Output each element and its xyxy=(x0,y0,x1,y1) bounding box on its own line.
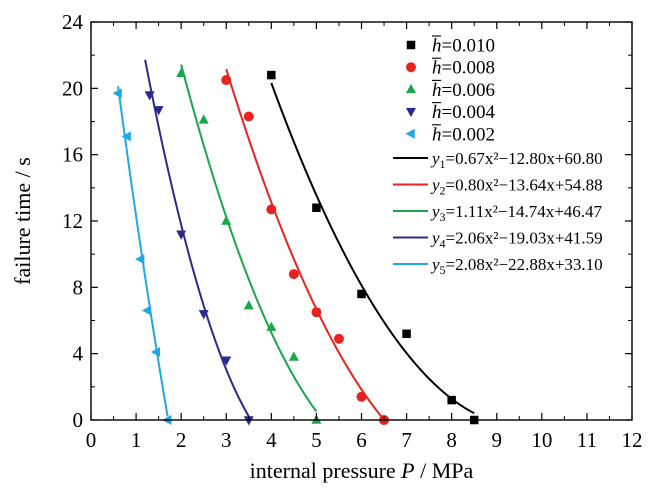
legend-label-4: h=0.004 xyxy=(432,102,495,123)
data-point-s3-2 xyxy=(198,114,209,124)
data-point-s2-3 xyxy=(266,204,277,215)
fit-curve-1 xyxy=(270,82,475,415)
data-point-s1-5 xyxy=(447,395,456,405)
data-point-s1-2 xyxy=(312,203,321,212)
data-point-s5-3 xyxy=(135,254,145,265)
data-point-s5-4 xyxy=(141,305,152,316)
legend-fit-label-3: y3=1.11x²−14.74x+46.47 xyxy=(430,202,603,224)
legend-fit-label-1: y1=0.67x²−12.80x+60.80 xyxy=(430,149,603,171)
x-tick-label-9: 9 xyxy=(492,428,503,452)
y-tick-label-20: 20 xyxy=(62,76,83,100)
y-tick-label-8: 8 xyxy=(73,275,84,299)
fit-curve-3 xyxy=(180,64,318,412)
data-point-s2-1 xyxy=(221,75,232,86)
y-tick-label-4: 4 xyxy=(73,342,84,366)
x-tick-label-4: 4 xyxy=(266,428,277,452)
x-tick-label-2: 2 xyxy=(176,428,187,452)
y-axis-label: failure time / s xyxy=(10,157,35,285)
legend-label-5: h=0.002 xyxy=(432,124,495,145)
data-point-s3-6 xyxy=(288,351,299,361)
data-point-s5-5 xyxy=(150,347,161,358)
data-point-s2-2 xyxy=(243,111,254,122)
x-tick-label-6: 6 xyxy=(356,428,367,452)
y-tick-label-0: 0 xyxy=(73,408,84,432)
data-point-s5-2 xyxy=(121,131,131,142)
data-point-s4-4 xyxy=(198,310,209,320)
data-point-s2-6 xyxy=(333,333,344,344)
x-tick-label-11: 11 xyxy=(577,428,597,452)
y-tick-label-16: 16 xyxy=(62,143,83,167)
x-tick-label-0: 0 xyxy=(86,428,97,452)
legend-marker-1 xyxy=(406,40,416,50)
legend-label-1: h=0.010 xyxy=(432,36,495,57)
plot-frame xyxy=(90,21,633,421)
x-tick-label-10: 10 xyxy=(531,428,552,452)
y-tick-label-12: 12 xyxy=(62,209,83,233)
data-point-s2-7 xyxy=(356,391,367,402)
data-point-s4-6 xyxy=(243,416,254,426)
data-point-s4-2 xyxy=(153,106,164,116)
data-point-s3-1 xyxy=(176,67,187,78)
plot-area xyxy=(112,59,479,426)
fit-curve-4 xyxy=(144,59,250,417)
legend-fit-label-2: y2=0.80x²−13.64x+54.88 xyxy=(430,176,603,198)
legend-fit-label-4: y4=2.06x²−19.03x+41.59 xyxy=(430,229,603,251)
legend-label-2: h=0.008 xyxy=(432,58,495,79)
data-point-s3-3 xyxy=(221,215,232,225)
x-tick-label-8: 8 xyxy=(446,428,457,452)
x-tick-label-5: 5 xyxy=(311,428,322,452)
data-point-s5-1 xyxy=(112,88,122,99)
data-point-s2-4 xyxy=(288,269,299,280)
x-tick-label-3: 3 xyxy=(221,428,232,452)
data-point-s1-4 xyxy=(402,329,411,339)
legend-marker-5 xyxy=(405,128,415,139)
legend-fit-label-5: y5=2.08x²−22.88x+33.10 xyxy=(430,255,603,277)
x-tick-label-12: 12 xyxy=(622,428,643,452)
legend-marker-3 xyxy=(406,83,416,94)
data-point-s4-3 xyxy=(176,230,187,240)
x-axis-label: internal pressure P / MPa xyxy=(250,458,474,483)
fit-curve-2 xyxy=(225,68,385,421)
x-tick-label-1: 1 xyxy=(131,428,142,452)
legend-marker-2 xyxy=(406,62,416,73)
data-point-s4-5 xyxy=(221,356,232,366)
y-tick-label-24: 24 xyxy=(62,10,84,34)
data-point-s3-5 xyxy=(266,321,277,331)
data-point-s2-5 xyxy=(311,307,322,318)
legend-marker-4 xyxy=(406,107,416,118)
data-point-s3-4 xyxy=(243,300,254,310)
x-tick-label-7: 7 xyxy=(401,428,412,452)
legend-label-3: h=0.006 xyxy=(432,80,495,101)
data-point-s1-1 xyxy=(267,70,276,80)
data-point-s4-1 xyxy=(144,91,155,101)
data-point-s1-3 xyxy=(357,289,366,299)
